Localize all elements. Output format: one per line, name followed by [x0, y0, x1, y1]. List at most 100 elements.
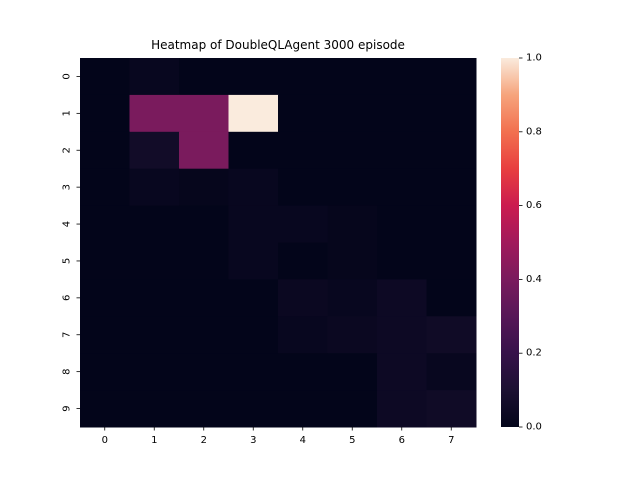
- heatmap-cell-r7-c6: [377, 316, 427, 354]
- heatmap-cell-r7-c1: [129, 316, 180, 354]
- heatmap-cell-r5-c5: [327, 242, 378, 280]
- x-axis: 0 1 2 3 4 5 6 7: [102, 427, 454, 446]
- heatmap-cell-r1-c3: [228, 94, 279, 133]
- heatmap-cell-r1-c5: [327, 94, 378, 133]
- heatmap-cell-r5-c2: [179, 242, 229, 280]
- heatmap-cell-r6-c2: [179, 279, 229, 317]
- heatmap-cell-r2-c1: [129, 131, 180, 170]
- colorbar-gradient: [501, 58, 519, 427]
- heatmap-cell-r4-c6: [377, 205, 427, 243]
- x-tick-label-3: 3: [250, 435, 256, 446]
- y-tick-label-4: 4: [62, 221, 73, 227]
- heatmap-cell-r3-c0: [80, 168, 130, 207]
- heatmap-cell-r5-c7: [426, 242, 477, 280]
- heatmap-cell-r9-c0: [80, 390, 130, 428]
- heatmap-cell-r8-c0: [80, 353, 130, 391]
- y-tick-label-3: 3: [62, 184, 73, 190]
- y-tick-label-1: 1: [62, 110, 73, 116]
- x-tick-label-6: 6: [399, 435, 405, 446]
- heatmap-cell-r1-c7: [426, 94, 477, 133]
- heatmap-cell-r6-c5: [327, 279, 378, 317]
- heatmap-cell-r1-c0: [80, 94, 130, 133]
- x-tick-label-2: 2: [201, 435, 207, 446]
- heatmap-cell-r7-c4: [278, 316, 328, 354]
- colorbar-tick-label-0: 0.0: [526, 422, 542, 433]
- heatmap-cell-r1-c1: [129, 94, 180, 133]
- y-axis: 0 1 2 3 4 5 6 7 8 9: [62, 73, 80, 412]
- heatmap-cell-r5-c1: [129, 242, 180, 280]
- heatmap-cell-r8-c4: [278, 353, 328, 391]
- heatmap-cell-r6-c1: [129, 279, 180, 317]
- heatmap-cell-r7-c0: [80, 316, 130, 354]
- heatmap-cell-r3-c5: [327, 168, 378, 207]
- heatmap-cell-r6-c7: [426, 279, 477, 317]
- x-tick-label-4: 4: [300, 435, 306, 446]
- heatmap-cell-r0-c5: [327, 58, 378, 96]
- colorbar-tick-label-4: 0.8: [526, 126, 542, 137]
- heatmap-cell-r1-c6: [377, 94, 427, 133]
- heatmap-cell-r4-c1: [129, 205, 180, 243]
- heatmap-cell-r4-c3: [228, 205, 279, 243]
- colorbar-tick-label-2: 0.4: [526, 274, 542, 285]
- heatmap-cell-r7-c3: [228, 316, 279, 354]
- heatmap-cell-r0-c7: [426, 58, 477, 96]
- heatmap-cell-r0-c0: [80, 58, 130, 96]
- heatmap-cell-r8-c1: [129, 353, 180, 391]
- heatmap-cell-r9-c5: [327, 390, 378, 428]
- y-tick-label-9: 9: [62, 405, 73, 411]
- heatmap-cell-r9-c3: [228, 390, 279, 428]
- heatmap-cell-r0-c4: [278, 58, 328, 96]
- y-tick-label-2: 2: [62, 147, 73, 153]
- heatmap-cell-r4-c0: [80, 205, 130, 243]
- heatmap-cell-r6-c0: [80, 279, 130, 317]
- x-tick-label-1: 1: [151, 435, 157, 446]
- heatmap-cell-r1-c4: [278, 94, 328, 133]
- heatmap-cell-r2-c7: [426, 131, 477, 170]
- colorbar: [501, 58, 519, 427]
- heatmap-cell-r3-c3: [228, 168, 279, 207]
- heatmap-cell-r0-c3: [228, 58, 279, 96]
- heatmap-cell-r0-c2: [179, 58, 229, 96]
- heatmap-cell-r8-c6: [377, 353, 427, 391]
- heatmap-cell-r7-c5: [327, 316, 378, 354]
- heatmap-cell-r8-c7: [426, 353, 477, 391]
- y-tick-label-5: 5: [62, 258, 73, 264]
- colorbar-tick-label-3: 0.6: [526, 200, 542, 211]
- heatmap-cell-r2-c0: [80, 131, 130, 170]
- heatmap-cell-r3-c4: [278, 168, 328, 207]
- heatmap-cell-r9-c6: [377, 390, 427, 428]
- heatmap-cell-r2-c2: [179, 131, 229, 170]
- heatmap-cell-r0-c6: [377, 58, 427, 96]
- heatmap-cell-r7-c2: [179, 316, 229, 354]
- heatmap-cell-r6-c6: [377, 279, 427, 317]
- heatmap-cell-r7-c7: [426, 316, 477, 354]
- x-tick-label-5: 5: [349, 435, 355, 446]
- heatmap-cell-r6-c3: [228, 279, 279, 317]
- y-tick-label-7: 7: [62, 332, 73, 338]
- heatmap-cell-r0-c1: [129, 58, 180, 96]
- y-tick-label-6: 6: [62, 295, 73, 301]
- x-tick-label-0: 0: [102, 435, 108, 446]
- heatmap-cell-r2-c6: [377, 131, 427, 170]
- colorbar-ticks: 0.0 0.2 0.4 0.6 0.8 1.0: [519, 53, 542, 433]
- heatmap-cell-r4-c2: [179, 205, 229, 243]
- heatmap-cell-r5-c6: [377, 242, 427, 280]
- y-tick-label-0: 0: [62, 73, 73, 79]
- heatmap-cell-r8-c2: [179, 353, 229, 391]
- heatmap-cell-r8-c5: [327, 353, 378, 391]
- x-tick-label-7: 7: [448, 435, 454, 446]
- heatmap-cell-r9-c7: [426, 390, 477, 428]
- heatmap-cell-r5-c3: [228, 242, 279, 280]
- heatmap-cell-r5-c4: [278, 242, 328, 280]
- heatmap-cell-r3-c1: [129, 168, 180, 207]
- heatmap-cell-r4-c7: [426, 205, 477, 243]
- y-tick-label-8: 8: [62, 368, 73, 374]
- heatmap-cell-r3-c6: [377, 168, 427, 207]
- heatmap-cell-r4-c4: [278, 205, 328, 243]
- heatmap-cell-r6-c4: [278, 279, 328, 317]
- heatmap-cell-r1-c2: [179, 94, 229, 133]
- heatmap-cell-r2-c5: [327, 131, 378, 170]
- heatmap-cell-r8-c3: [228, 353, 279, 391]
